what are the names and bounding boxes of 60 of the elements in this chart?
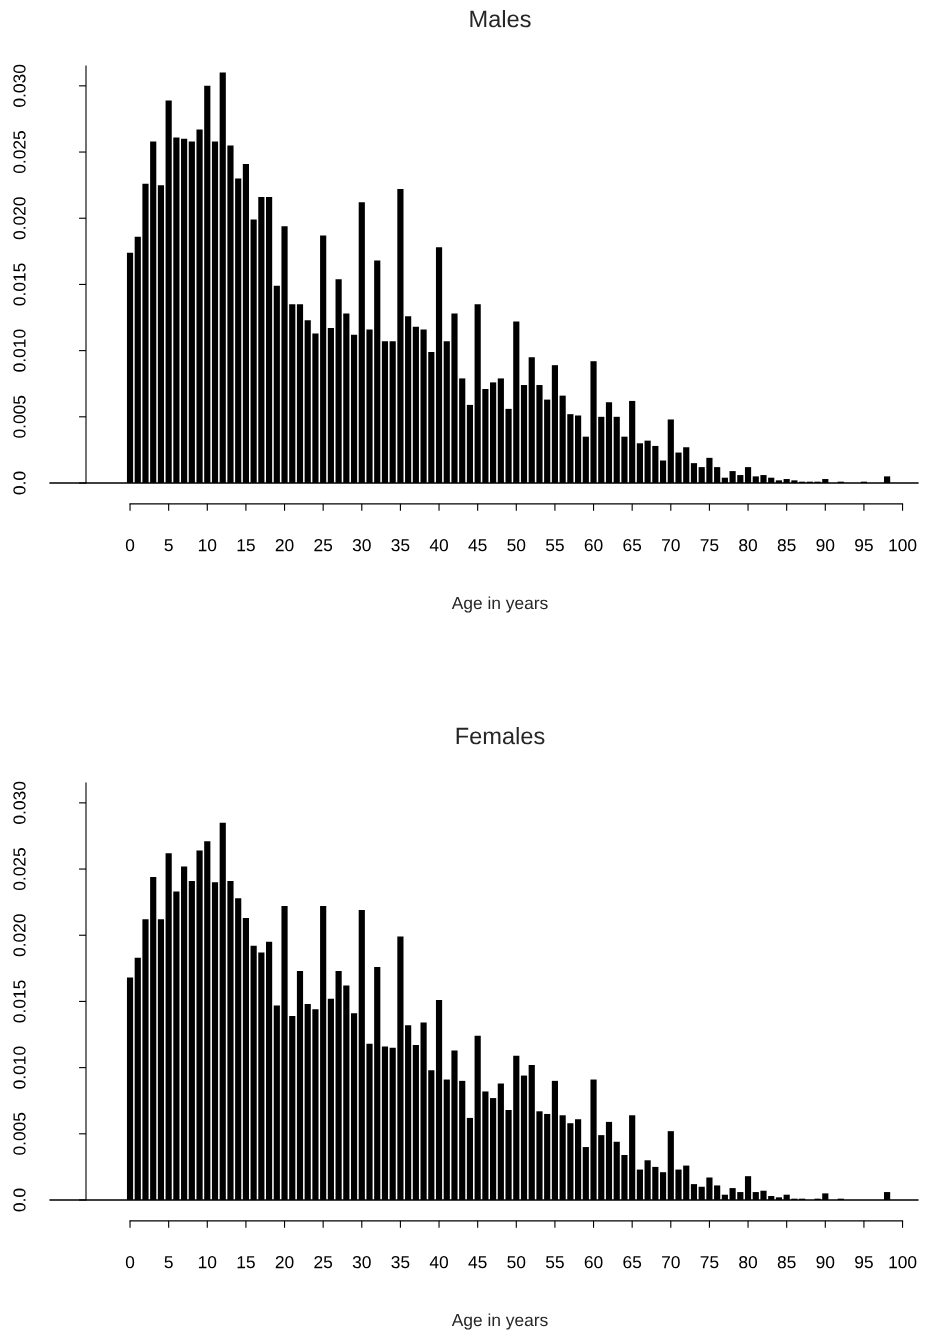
x-tick-label: 90 bbox=[816, 1256, 835, 1269]
x-tick-label: 35 bbox=[391, 1256, 410, 1269]
x-tick-label: 60 bbox=[584, 539, 603, 552]
x-tick-label: 50 bbox=[507, 1256, 526, 1269]
x-axis-title: Age in years bbox=[451, 1313, 548, 1330]
x-tick-label: 95 bbox=[855, 539, 873, 552]
y-tick-label: 0.015 bbox=[13, 980, 26, 1023]
x-tick-label: 15 bbox=[237, 539, 255, 552]
y-tick-label: 0.030 bbox=[13, 781, 26, 824]
x-tick-label: 5 bbox=[164, 1256, 173, 1269]
x-tick-label: 95 bbox=[855, 1256, 873, 1269]
y-tick-label: 0.030 bbox=[13, 64, 26, 107]
x-tick-label: 80 bbox=[739, 1256, 758, 1269]
chart-title: Females bbox=[456, 727, 545, 745]
x-tick-label: 50 bbox=[507, 539, 526, 552]
x-tick-label: 55 bbox=[545, 1256, 564, 1269]
chart-title: Males bbox=[470, 10, 531, 28]
y-tick-label: 0.010 bbox=[13, 1046, 26, 1089]
x-tick-label: 25 bbox=[314, 1256, 333, 1269]
x-tick-label: 65 bbox=[623, 539, 642, 552]
x-tick-label: 55 bbox=[545, 539, 564, 552]
y-tick-label: 0.025 bbox=[13, 131, 26, 174]
y-tick-label: 0.0 bbox=[13, 1188, 26, 1212]
y-tick-label: 0.005 bbox=[13, 395, 26, 438]
x-tick-label: 20 bbox=[275, 539, 294, 552]
x-tick-label: 10 bbox=[198, 539, 217, 552]
x-tick-label: 45 bbox=[468, 1256, 487, 1269]
y-tick-label: 0.005 bbox=[13, 1112, 26, 1155]
y-tick-label: 0.020 bbox=[13, 914, 26, 957]
x-tick-label: 15 bbox=[237, 1256, 255, 1269]
x-tick-label: 0 bbox=[125, 539, 135, 552]
x-tick-label: 35 bbox=[391, 539, 410, 552]
x-tick-label: 100 bbox=[889, 1256, 917, 1269]
y-tick-label: 0.010 bbox=[13, 329, 26, 372]
x-tick-label: 85 bbox=[777, 539, 796, 552]
x-tick-label: 75 bbox=[700, 1256, 719, 1269]
x-tick-label: 100 bbox=[889, 539, 917, 552]
x-tick-label: 70 bbox=[662, 539, 680, 552]
x-tick-label: 75 bbox=[700, 539, 719, 552]
x-tick-label: 20 bbox=[275, 1256, 294, 1269]
x-tick-label: 10 bbox=[198, 1256, 217, 1269]
y-tick-label: 0.025 bbox=[13, 848, 26, 891]
x-tick-label: 45 bbox=[468, 539, 487, 552]
x-tick-label: 65 bbox=[623, 1256, 642, 1269]
x-tick-label: 5 bbox=[164, 539, 173, 552]
x-tick-label: 40 bbox=[429, 539, 449, 552]
x-tick-label: 30 bbox=[352, 539, 371, 552]
y-tick-label: 0.020 bbox=[13, 197, 26, 240]
y-tick-label: 0.0 bbox=[13, 471, 26, 495]
x-tick-label: 40 bbox=[429, 1256, 449, 1269]
x-tick-label: 70 bbox=[662, 1256, 680, 1269]
x-tick-label: 30 bbox=[352, 1256, 371, 1269]
x-axis-title: Age in years bbox=[451, 596, 548, 613]
x-tick-label: 80 bbox=[739, 539, 758, 552]
x-tick-label: 0 bbox=[125, 1256, 135, 1269]
x-tick-label: 85 bbox=[777, 1256, 796, 1269]
x-tick-label: 90 bbox=[816, 539, 835, 552]
y-tick-label: 0.015 bbox=[13, 263, 26, 306]
x-tick-label: 25 bbox=[314, 539, 333, 552]
x-tick-label: 60 bbox=[584, 1256, 603, 1269]
